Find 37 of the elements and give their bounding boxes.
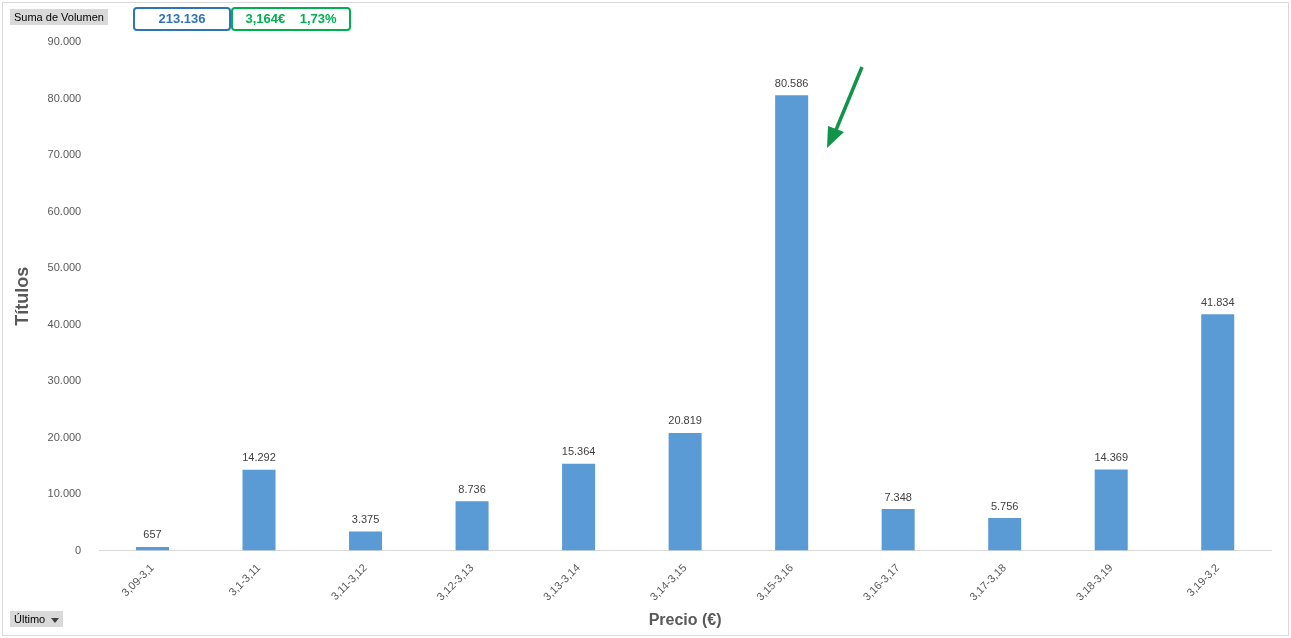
data-label: 3.375 <box>351 513 380 526</box>
y-tick-label: 10.000 <box>47 487 82 500</box>
y-tick-label: 90.000 <box>47 35 82 48</box>
y-tick-label: 20.000 <box>47 430 82 443</box>
bar <box>988 518 1022 551</box>
bar <box>349 531 383 551</box>
data-label: 14.369 <box>1094 450 1129 463</box>
bar <box>1094 469 1128 551</box>
data-label: 20.819 <box>668 414 702 427</box>
bar <box>1201 314 1235 551</box>
y-axis-title: Títulos <box>11 266 32 326</box>
data-label: 5.756 <box>990 499 1019 512</box>
bar <box>881 509 915 551</box>
text: Suma de Volumen <box>10 9 108 25</box>
data-label: 14.292 <box>242 451 276 464</box>
data-label: 41.834 <box>1200 295 1235 308</box>
x-axis-title: Precio (€) <box>648 610 722 628</box>
bar <box>455 501 489 551</box>
data-label: 7.348 <box>884 490 912 503</box>
bar <box>775 95 809 551</box>
data-label: 80.586 <box>774 76 809 89</box>
y-tick-label: 70.000 <box>47 148 82 161</box>
bar <box>668 432 702 551</box>
y-tick-label: 50.000 <box>47 261 82 274</box>
text: 213.136 <box>133 7 231 31</box>
y-tick-label: 80.000 <box>47 91 82 104</box>
y-tick-label: 40.000 <box>47 317 82 330</box>
data-label: 15.364 <box>561 445 596 458</box>
y-tick-label: 0 <box>75 543 82 556</box>
y-tick-label: 60.000 <box>47 204 82 217</box>
text: 3,164€ 1,73% <box>231 7 351 31</box>
bar <box>242 469 276 551</box>
data-label: 657 <box>143 528 162 541</box>
data-label: 8.736 <box>458 482 486 495</box>
y-tick-label: 30.000 <box>47 374 82 387</box>
text: Último <box>10 611 64 627</box>
bar <box>562 463 596 551</box>
